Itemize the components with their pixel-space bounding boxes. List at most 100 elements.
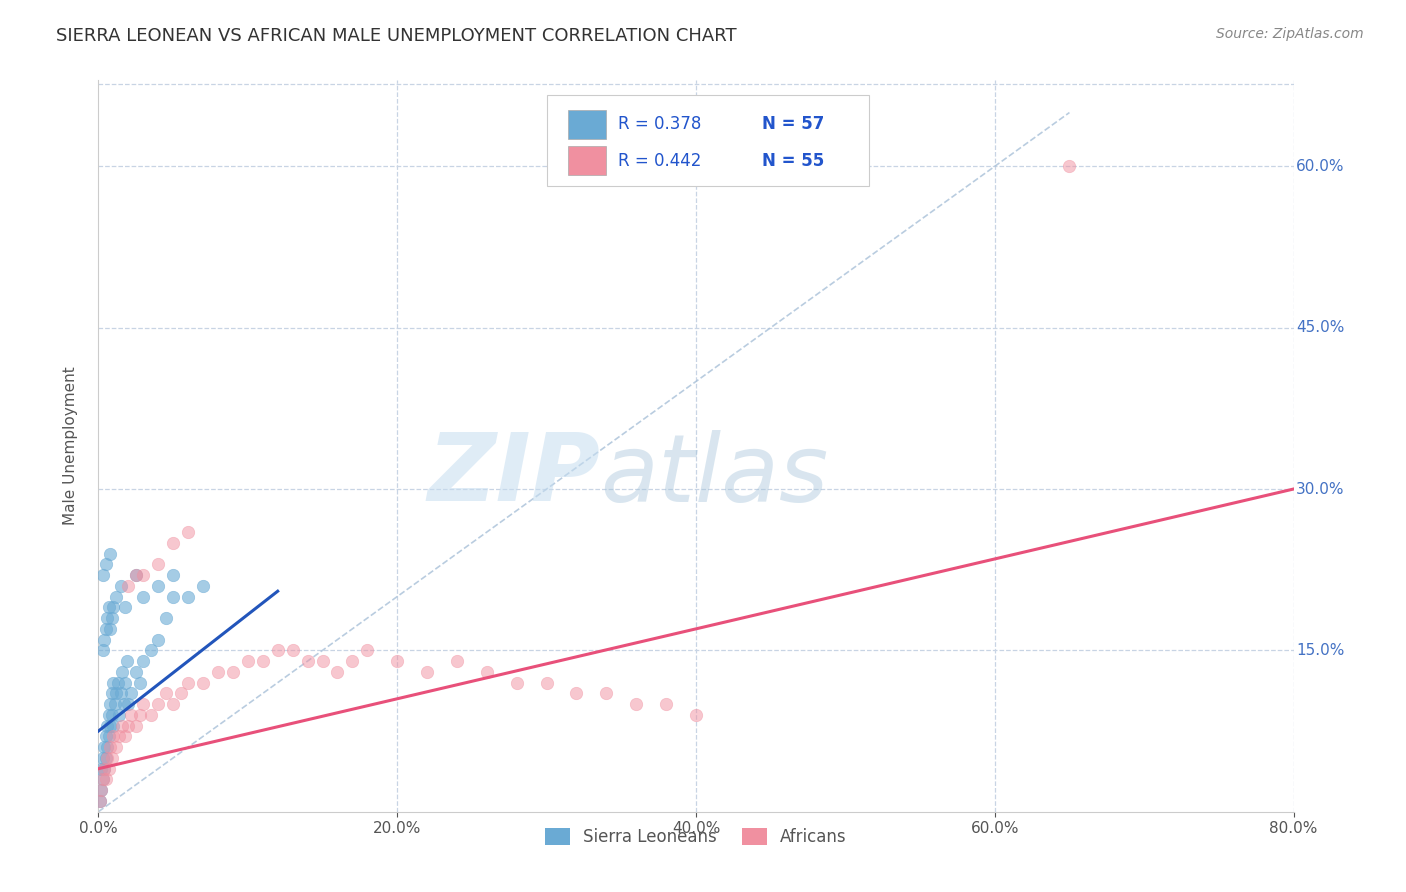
Point [236,654,259,668]
Point [117,719,139,733]
Point [132,654,155,668]
Point [129,675,152,690]
Text: 45.0%: 45.0% [1296,320,1344,335]
Point [97,730,120,744]
Point [177,590,200,604]
Point [132,568,155,582]
Y-axis label: Male Unemployment: Male Unemployment [63,367,77,525]
Point [177,524,200,539]
Point [91,772,114,787]
Point [655,697,678,711]
Point [89,794,111,808]
Point [114,730,136,744]
Point [162,536,184,550]
Text: N = 55: N = 55 [762,152,824,169]
Point [1059,159,1081,173]
Point [281,643,304,657]
Point [177,675,200,690]
Point [101,707,124,722]
Point [117,697,139,711]
Point [105,590,128,604]
Point [108,707,131,722]
Point [120,707,142,722]
FancyBboxPatch shape [547,95,869,186]
Point [297,654,319,668]
Point [98,719,122,733]
Text: Source: ZipAtlas.com: Source: ZipAtlas.com [1216,27,1364,41]
Point [97,707,120,722]
Point [117,579,139,593]
Point [96,740,118,755]
Point [191,579,214,593]
Point [148,558,170,572]
Point [125,665,148,679]
Point [94,622,117,636]
Point [111,665,134,679]
Text: 60.0%: 60.0% [1296,159,1344,174]
Point [93,740,115,755]
Point [101,611,124,625]
Point [96,719,118,733]
Point [114,675,136,690]
Point [90,762,112,776]
Point [91,643,114,657]
Text: N = 57: N = 57 [762,115,824,133]
Point [169,686,191,700]
Point [595,686,617,700]
Point [94,730,117,744]
Point [103,730,125,744]
Point [207,665,229,679]
Point [91,772,114,787]
Point [252,654,274,668]
Point [115,654,138,668]
Legend: Sierra Leoneans, Africans: Sierra Leoneans, Africans [537,820,855,855]
Point [148,579,170,593]
Point [506,675,529,690]
Point [110,579,132,593]
Point [112,697,135,711]
Point [101,751,124,765]
Text: R = 0.378: R = 0.378 [619,115,702,133]
Point [103,719,125,733]
Point [91,568,114,582]
FancyBboxPatch shape [568,110,606,139]
Point [446,654,468,668]
Point [101,686,124,700]
Point [162,568,184,582]
Point [97,762,120,776]
Point [129,707,152,722]
Text: 30.0%: 30.0% [1296,482,1344,497]
Point [685,707,707,722]
Point [139,643,162,657]
Point [107,675,129,690]
Point [162,590,184,604]
Point [565,686,588,700]
Point [104,697,127,711]
Text: 15.0%: 15.0% [1296,643,1344,658]
Point [93,762,115,776]
Point [326,665,349,679]
Point [94,558,117,572]
Point [90,783,112,797]
Point [125,568,148,582]
Point [93,762,115,776]
Text: atlas: atlas [600,430,828,521]
Point [267,643,290,657]
Point [132,697,155,711]
Point [98,697,122,711]
Point [139,707,162,722]
Point [626,697,648,711]
Point [111,719,134,733]
Point [103,675,125,690]
Point [155,611,177,625]
Point [536,675,558,690]
Text: SIERRA LEONEAN VS AFRICAN MALE UNEMPLOYMENT CORRELATION CHART: SIERRA LEONEAN VS AFRICAN MALE UNEMPLOYM… [56,27,737,45]
Point [342,654,364,668]
Point [93,632,115,647]
Point [132,590,155,604]
Point [148,632,170,647]
Point [108,730,131,744]
Point [90,783,112,797]
Point [98,740,122,755]
Text: R = 0.442: R = 0.442 [619,152,702,169]
